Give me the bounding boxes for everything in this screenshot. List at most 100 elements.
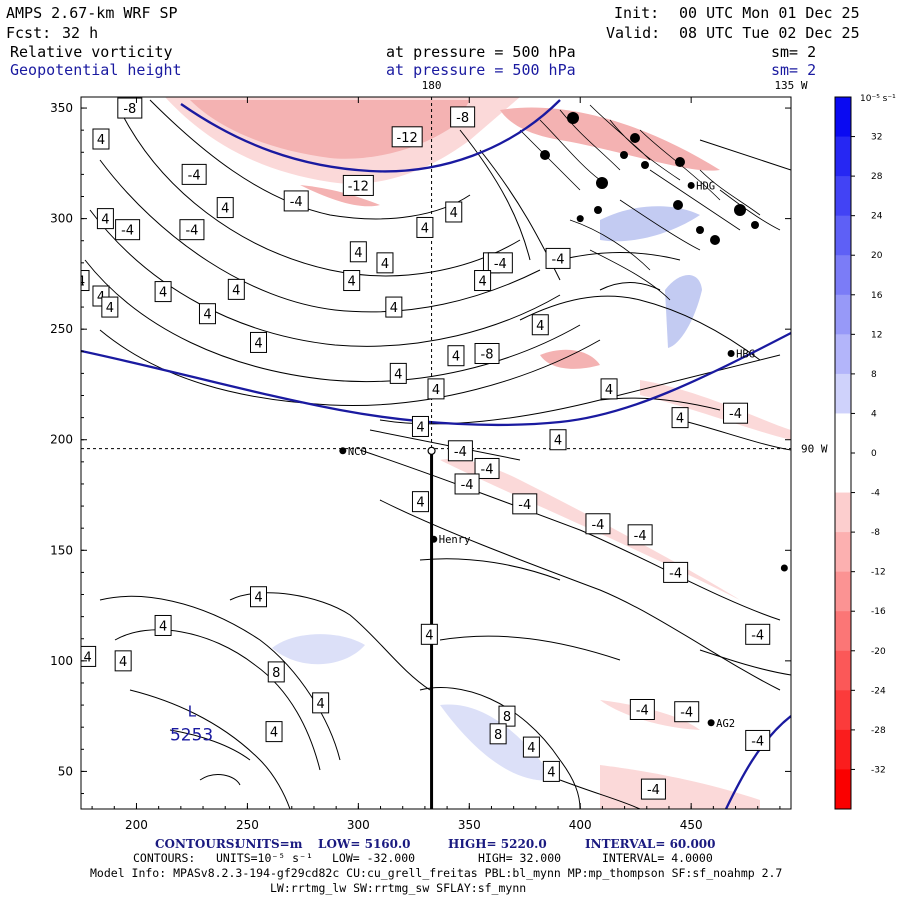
contour-label-text: 4	[203, 308, 211, 323]
vort-contour	[84, 259, 581, 383]
contour-label-text: 4	[452, 350, 460, 365]
field-layer: -84-12-8-4-124-444-44-4444-4-44444444444…	[81, 97, 791, 809]
contour-label-text: 4	[316, 697, 324, 712]
contour-label-text: 4	[416, 496, 424, 511]
contour-label: -8	[474, 342, 500, 364]
x-tick-label: 300	[347, 818, 370, 832]
contour-label: -4	[179, 219, 205, 241]
contour-label-box	[92, 128, 110, 150]
contour-label-box	[474, 270, 492, 292]
colorbar-swatch	[835, 176, 851, 217]
contour-label: 4	[81, 645, 97, 667]
contour-label: -4	[512, 493, 538, 515]
contour-label-box	[450, 106, 476, 128]
contour-label-text: -8	[481, 347, 494, 362]
contour-label: 4	[542, 760, 560, 782]
footer-high: HIGH= 5220.0	[448, 837, 547, 851]
contour-label: 4	[349, 241, 367, 263]
vort-cell	[620, 151, 628, 159]
vort-cell	[594, 206, 602, 214]
contour-label-text: 4	[97, 290, 105, 305]
x-tick-label: 350	[458, 818, 481, 832]
contour-label: 4	[101, 296, 119, 318]
contour-label: -4	[674, 701, 700, 723]
footer-model-info-2: LW:rrtmg_lw SW:rrtmg_sw SFLAY:sf_mynn	[270, 881, 526, 895]
field2-smoothing: sm= 2	[771, 61, 816, 79]
vort-cell	[567, 112, 579, 124]
colorbar-tick-label: -20	[871, 647, 886, 657]
vort-contour	[679, 419, 791, 451]
contour-label: -4	[663, 561, 689, 583]
vort-contour	[519, 295, 761, 361]
contour-label-text: -4	[188, 168, 201, 183]
vort-cell	[596, 177, 608, 189]
vort-contour	[99, 159, 541, 313]
contour-label: -4	[454, 473, 480, 495]
y-tick-label: 150	[50, 543, 73, 557]
station-label: AG2	[716, 718, 735, 730]
colorbar-tick-label: -32	[871, 765, 886, 775]
y-tick-label: 50	[58, 764, 73, 778]
colorbar-swatch	[835, 492, 851, 533]
colorbar-swatch	[835, 571, 851, 612]
contour-label: 4	[389, 362, 407, 384]
contour-label-text: 4	[159, 619, 167, 634]
contour-label-text: -4	[751, 628, 764, 643]
contour-label-text: 4	[478, 275, 486, 290]
contour-label-text: 4	[84, 650, 92, 665]
colorbar-tick-label: 8	[871, 370, 877, 380]
contour-label: 4	[265, 721, 283, 743]
contour-label-text: 4	[390, 301, 398, 316]
contour-label-box	[391, 126, 423, 148]
contour-label: 4	[549, 429, 567, 451]
contour-label: -4	[745, 729, 771, 751]
contour-label-text: 4	[221, 202, 229, 217]
contour-label-box	[487, 252, 513, 274]
contour-label-box	[585, 513, 611, 535]
field1-level: at pressure = 500 hPa	[386, 43, 576, 61]
contour-label: -12	[391, 126, 423, 148]
contour-label-text: -4	[636, 703, 649, 718]
contour-label-box	[343, 270, 361, 292]
contour-label: 4	[474, 270, 492, 292]
x-tick-label: 250	[236, 818, 259, 832]
contour-label-box	[179, 219, 205, 241]
plot-frame	[80, 96, 792, 810]
contour-label-text: 4	[106, 301, 114, 316]
contour-label: 8	[489, 723, 507, 745]
contour-label: 4	[427, 378, 445, 400]
contour-label: -8	[450, 106, 476, 128]
meridian-label: 180	[422, 79, 442, 92]
footer-high-2: HIGH= 32.000	[478, 851, 561, 865]
neg-vort-lobe-2	[540, 349, 600, 369]
field1-smoothing: sm= 2	[771, 43, 816, 61]
contour-label-text: 4	[381, 257, 389, 272]
contour-label-text: 8	[503, 710, 511, 725]
contour-label-box	[154, 281, 172, 303]
vort-cell	[675, 157, 685, 167]
contour-label-text: -8	[123, 102, 136, 117]
contour-label-text: 8	[272, 666, 280, 681]
contour-label-text: -4	[494, 257, 507, 272]
geopotential-contours	[81, 99, 791, 809]
contour-label-box	[216, 197, 234, 219]
vort-cell	[710, 235, 720, 245]
contour-label-text: -12	[348, 179, 369, 194]
contour-label-text: 4	[416, 420, 424, 435]
pos-vort-blob-3	[600, 206, 700, 242]
colorbar-swatch	[835, 690, 851, 731]
contour-label-text: 8	[494, 728, 502, 743]
contour-label: 8	[498, 705, 516, 727]
colorbar-tick-label: -24	[871, 686, 886, 696]
footer-contours-label-2: CONTOURS:	[133, 851, 195, 865]
contour-label-box	[411, 415, 429, 437]
contour-label: 4	[227, 278, 245, 300]
contour-label: 4	[385, 296, 403, 318]
station-label: NCO	[348, 446, 367, 458]
station-marker	[339, 447, 347, 455]
vort-cell	[696, 226, 704, 234]
contour-label: -4	[283, 190, 309, 212]
contour-label-text: 4	[421, 221, 429, 236]
contour-label-box	[96, 208, 114, 230]
field1-name: Relative vorticity	[10, 43, 173, 61]
